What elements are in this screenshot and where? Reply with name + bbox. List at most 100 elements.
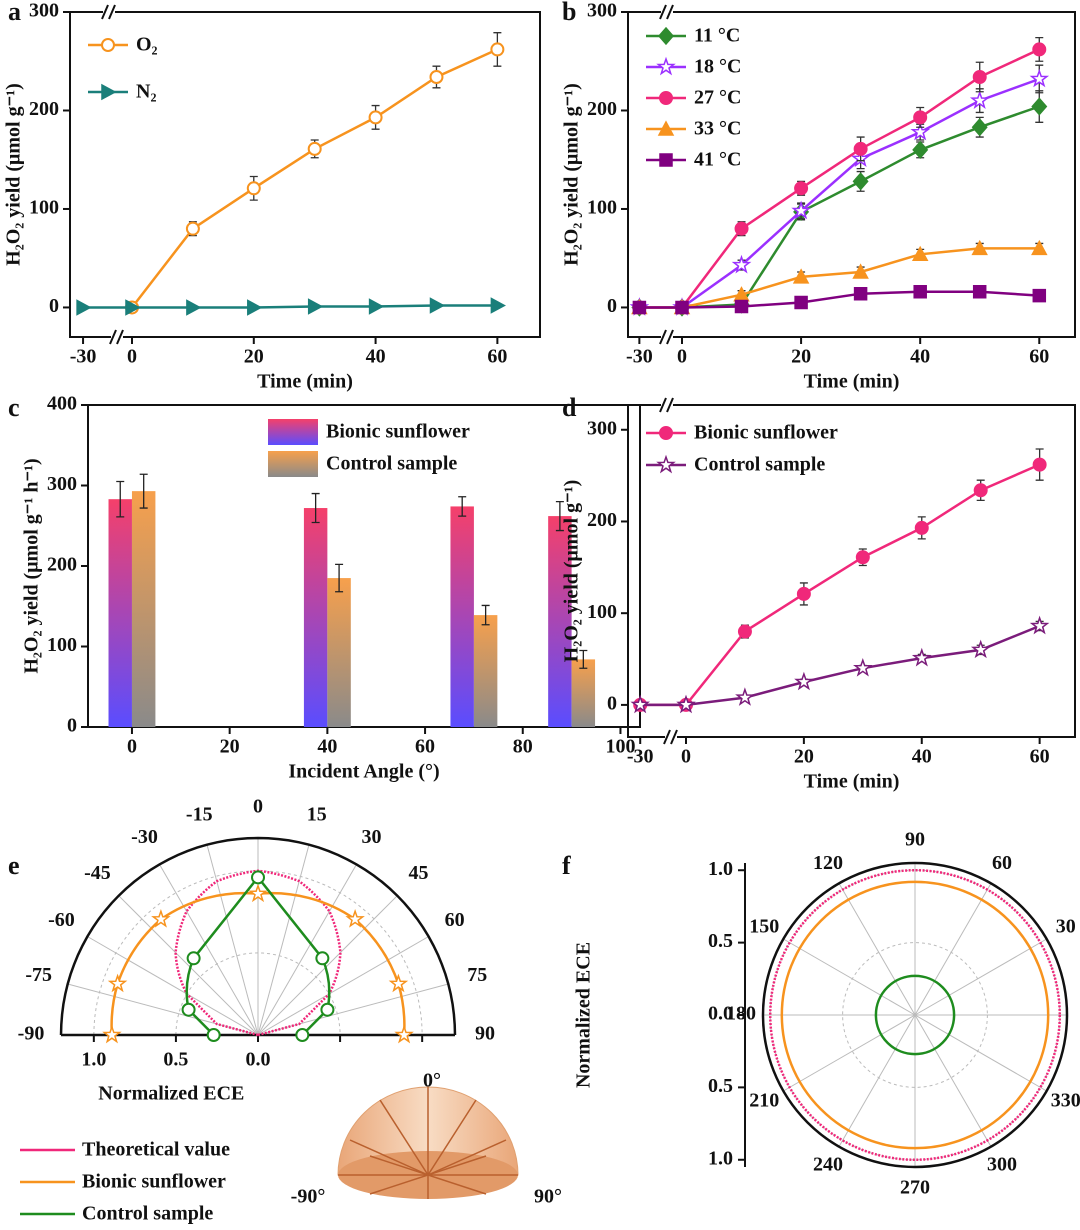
legend-label: 41 °C [694, 149, 741, 171]
axis-break-gap [661, 9, 673, 15]
y-tick-label: 100 [587, 601, 617, 623]
legend-marker [658, 26, 674, 46]
theta-tick-label: 210 [749, 1090, 779, 1112]
grid-spoke [257, 936, 429, 1036]
grid-spoke [914, 1014, 992, 1147]
panel-label: e [8, 851, 20, 880]
marker [490, 297, 506, 314]
legend-label: Control sample [694, 454, 825, 476]
y-tick-label: 100 [587, 197, 617, 219]
r-tick-label: 0.5 [708, 930, 733, 952]
marker [76, 299, 92, 316]
marker [911, 245, 929, 262]
marker [794, 295, 808, 310]
grid-spoke [838, 1014, 916, 1147]
theta-tick-label: 30 [1056, 916, 1076, 938]
x-tick-label: 0 [677, 346, 687, 368]
axis-break-gap [661, 402, 673, 408]
legend-label: Theoretical value [82, 1139, 230, 1161]
plot-frame [69, 11, 541, 338]
marker [972, 284, 987, 299]
marker [1029, 615, 1050, 635]
grid-spoke [87, 936, 259, 1036]
marker [388, 973, 409, 993]
marker [246, 181, 261, 196]
axis-break-gap [661, 334, 673, 340]
r-tick-label: 1.0 [81, 1049, 106, 1071]
x-tick-label: 100 [605, 736, 635, 758]
marker [186, 951, 201, 966]
theta-tick-label: 60 [992, 852, 1012, 874]
marker [429, 297, 446, 314]
marker [345, 909, 365, 928]
error-bar [335, 563, 344, 593]
x-tick-label: 60 [1030, 746, 1050, 768]
axis-break-gap [665, 734, 677, 740]
illustration-label: 90° [534, 1186, 562, 1208]
grid-spoke [257, 844, 310, 1036]
y-tick-label: 300 [47, 473, 77, 495]
theta-tick-label: 15 [307, 803, 327, 825]
y-axis-title: H₂O₂ yield (μmol g⁻¹) [561, 480, 583, 663]
error-bar [139, 473, 148, 509]
x-tick-label: 20 [791, 346, 811, 368]
theta-tick-label: 120 [813, 852, 843, 874]
marker [737, 624, 752, 639]
x-tick-label: 0 [127, 346, 137, 368]
marker [1032, 42, 1047, 57]
theta-tick-label: 180 [726, 1003, 756, 1025]
hemisphere-lines [338, 1087, 518, 1199]
grid-spoke [257, 895, 398, 1036]
theta-tick-label: 60 [445, 909, 465, 931]
r-tick-label: 0.0 [246, 1049, 271, 1071]
theta-tick-label: 330 [1051, 1090, 1080, 1112]
legend-label: 11 °C [694, 25, 740, 47]
y-axis-title: H₂O₂ yield (μmol g⁻¹) [3, 83, 25, 266]
series-circle [780, 880, 1050, 1150]
marker [295, 1028, 310, 1042]
plot-frame [627, 404, 1076, 738]
legend-marker [101, 38, 115, 52]
axis-break-gap [103, 9, 115, 15]
error-bar [311, 492, 320, 524]
legend-marker [659, 153, 673, 167]
legend-label: Control sample [82, 1203, 213, 1225]
r-tick-label: 0.5 [163, 1049, 188, 1071]
marker [394, 1024, 414, 1044]
bar [571, 659, 596, 727]
y-tick-label: 100 [47, 634, 77, 656]
marker [206, 1028, 221, 1042]
y-tick-label: 0 [67, 715, 77, 737]
marker [368, 110, 383, 125]
y-tick-label: 0 [49, 295, 59, 317]
grid-spoke [783, 938, 916, 1016]
marker [125, 299, 141, 316]
marker [796, 586, 811, 601]
marker [969, 90, 990, 109]
x-tick-label: 60 [1029, 346, 1049, 368]
marker [151, 909, 171, 928]
theta-tick-label: 0 [253, 796, 263, 818]
marker [1032, 457, 1047, 472]
marker [735, 687, 755, 706]
marker [852, 172, 869, 191]
grid-spoke [914, 883, 992, 1016]
bar [131, 491, 156, 727]
error-bar [579, 649, 588, 669]
marker [914, 520, 929, 535]
panel-label: b [562, 0, 576, 26]
r-tick-label: 0.5 [708, 1075, 733, 1097]
error-bar [555, 500, 564, 532]
marker [910, 121, 931, 141]
theta-tick-label: 30 [362, 826, 382, 848]
x-axis-title: Time (min) [804, 771, 900, 793]
grid-spoke [118, 895, 259, 1036]
plot-frame [627, 11, 1076, 338]
x-tick-label: 60 [415, 736, 435, 758]
y-tick-label: 0 [607, 692, 617, 714]
marker [676, 694, 696, 714]
x-axis-title: Time (min) [804, 371, 900, 393]
axis-break [659, 397, 674, 413]
marker [186, 299, 202, 316]
